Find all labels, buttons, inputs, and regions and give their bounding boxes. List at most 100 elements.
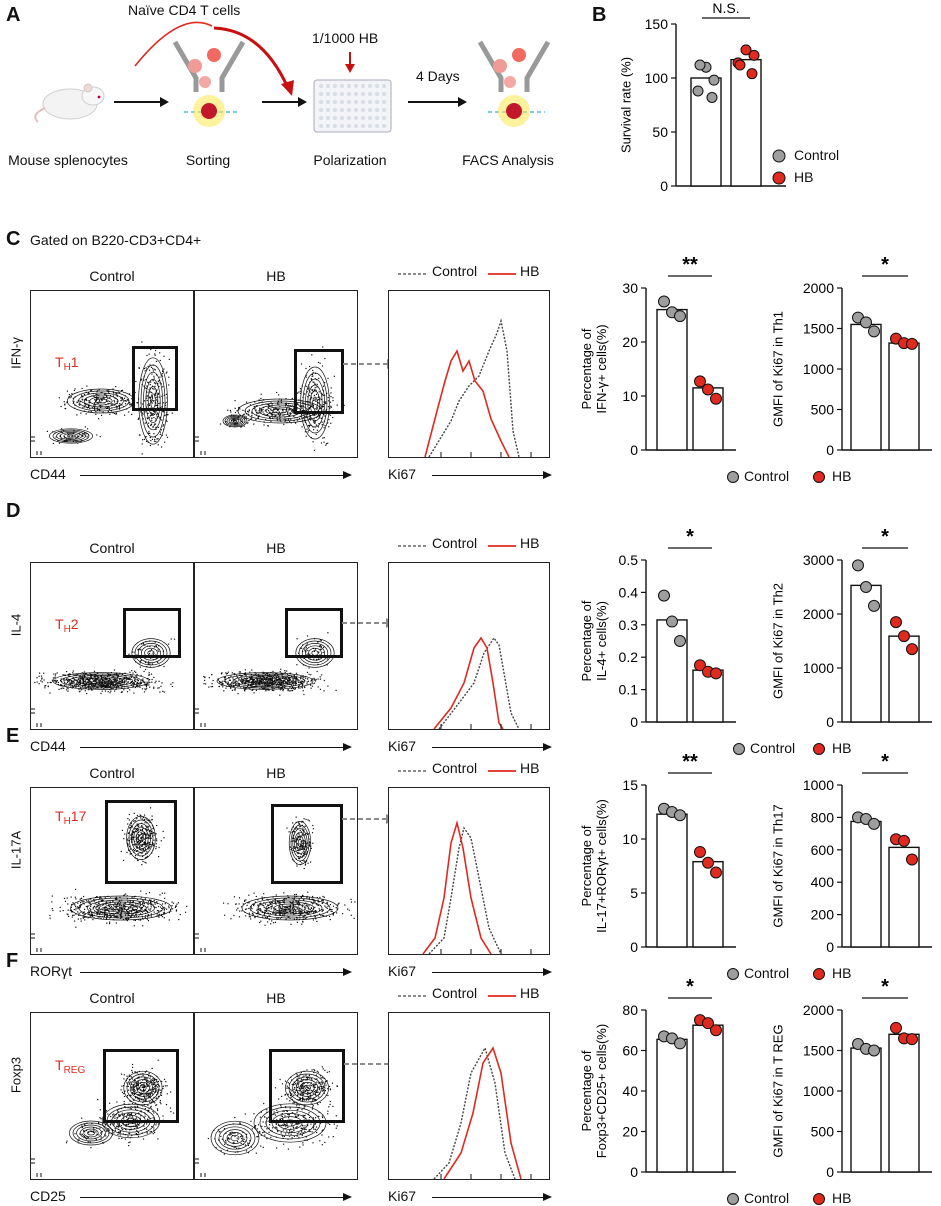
data-point-control (675, 1038, 686, 1049)
y-tick-label: 500 (811, 402, 835, 418)
y-axis-label: Percentage ofIFN-γ+ cells(%) (579, 324, 609, 413)
col-hb-label: HB (266, 765, 285, 781)
hist-legend-control: Control (432, 263, 477, 279)
x-axis-arrow (80, 747, 350, 748)
y-axis-label: IFN-γ (9, 337, 24, 369)
data-point-control (869, 600, 880, 611)
sorter-icon-2 (480, 42, 548, 127)
y-tick-label: 0 (826, 714, 834, 730)
flow-plot-hb (194, 1012, 358, 1180)
y-tick-label: 500 (811, 1124, 835, 1140)
gate-box (105, 800, 177, 884)
col-control-label: Control (89, 765, 134, 781)
significance-label: * (881, 254, 889, 276)
bar-hb (731, 60, 761, 186)
x-axis-arrow (80, 475, 350, 476)
y-tick-label: 800 (811, 809, 835, 825)
step-label-polarization: Polarization (313, 152, 386, 168)
bar-hb (889, 1034, 919, 1172)
legend-control: Control (794, 147, 839, 163)
y-tick-label: 20 (622, 334, 638, 350)
panel-label: C (6, 228, 20, 251)
y-axis-label: Survival rate (%) (619, 57, 634, 153)
legend-hb: HB (832, 1190, 851, 1206)
y-tick-label: 40 (622, 1083, 638, 1099)
y-axis-label: Percentage ofIL-17+RORγt+ cells(%) (579, 799, 609, 933)
hist-legend-control: Control (432, 985, 477, 1001)
significance-label: * (881, 976, 889, 998)
col-hb-label: HB (266, 268, 285, 284)
hist-x-label: Ki67 (388, 738, 416, 754)
hist-legend-control: Control (432, 535, 477, 551)
bar-chart-percentage: 00.10.20.30.40.5*Percentage ofIL-4+ cell… (578, 540, 728, 750)
y-tick-label: 1000 (803, 660, 834, 676)
y-axis-label: GMFI of Ki67 in Th2 (771, 583, 786, 699)
plate-icon (314, 80, 391, 132)
data-point-control (709, 75, 719, 85)
data-point-control (853, 560, 864, 571)
y-tick-label: 0 (660, 178, 668, 194)
bar-hb (693, 1025, 723, 1172)
data-point-control (869, 818, 880, 829)
data-point-control (693, 86, 703, 96)
y-tick-label: 200 (811, 907, 835, 923)
gate-box (123, 608, 181, 658)
y-tick-label: 0 (826, 442, 834, 458)
y-axis-label: Percentage ofFoxp3+CD25+ cells(%) (579, 1024, 609, 1158)
panel-label: E (6, 725, 19, 748)
data-point-hb (907, 854, 918, 865)
data-point-hb (711, 393, 722, 404)
y-tick-label: 0 (630, 442, 638, 458)
y-tick-label: 1500 (803, 1043, 834, 1059)
sorter-icon-1 (175, 42, 243, 127)
step-label-splenocytes: Mouse splenocytes (8, 152, 128, 168)
bar-control (657, 310, 687, 450)
step-label-sorting: Sorting (186, 152, 230, 168)
y-tick-label: 0.3 (619, 617, 639, 633)
data-point-control (695, 60, 705, 70)
hist-hb-curve (425, 351, 509, 457)
flow-plot-hb (194, 787, 358, 955)
hist-control-curve (429, 828, 501, 954)
legend-hb: HB (832, 468, 851, 484)
hist-x-arrow (432, 972, 550, 973)
flow-plot-control: TH1 (30, 290, 194, 458)
y-axis-label: GMFI of Ki67 in T REG (771, 1024, 786, 1157)
hist-control-curve (439, 638, 519, 729)
hist-x-arrow (432, 747, 550, 748)
bar-control (851, 1048, 881, 1172)
col-control-label: Control (89, 990, 134, 1006)
significance-label: * (686, 526, 694, 548)
data-point-control (861, 317, 872, 328)
histogram-plot (388, 290, 550, 458)
y-tick-label: 0.5 (619, 552, 639, 568)
x-axis-label: RORγt (30, 963, 72, 979)
significance-label: * (686, 976, 694, 998)
data-point-hb (907, 1034, 918, 1045)
data-point-hb (711, 867, 722, 878)
y-tick-label: 80 (622, 1002, 638, 1018)
data-point-control (675, 636, 686, 647)
y-tick-label: 1500 (803, 321, 834, 337)
x-axis-arrow (80, 972, 350, 973)
significance-label: * (881, 526, 889, 548)
legend-control: Control (744, 965, 789, 981)
hist-x-arrow (432, 1197, 550, 1198)
y-tick-label: 0.2 (619, 649, 639, 665)
legend-hb: HB (794, 169, 813, 185)
histogram-plot (388, 1012, 550, 1180)
y-tick-label: 50 (652, 124, 668, 140)
data-point-hb (741, 45, 751, 55)
data-point-hb (695, 846, 706, 857)
data-point-hb (907, 644, 918, 655)
data-point-hb (891, 1022, 902, 1033)
y-tick-label: 0.1 (619, 682, 639, 698)
flow-plot-hb (194, 562, 358, 730)
hist-x-arrow (432, 475, 550, 476)
gate-box (294, 349, 344, 414)
y-tick-label: 20 (622, 1124, 638, 1140)
data-point-hb (899, 631, 910, 642)
hist-hb-curve (434, 638, 503, 729)
data-point-hb (907, 338, 918, 349)
